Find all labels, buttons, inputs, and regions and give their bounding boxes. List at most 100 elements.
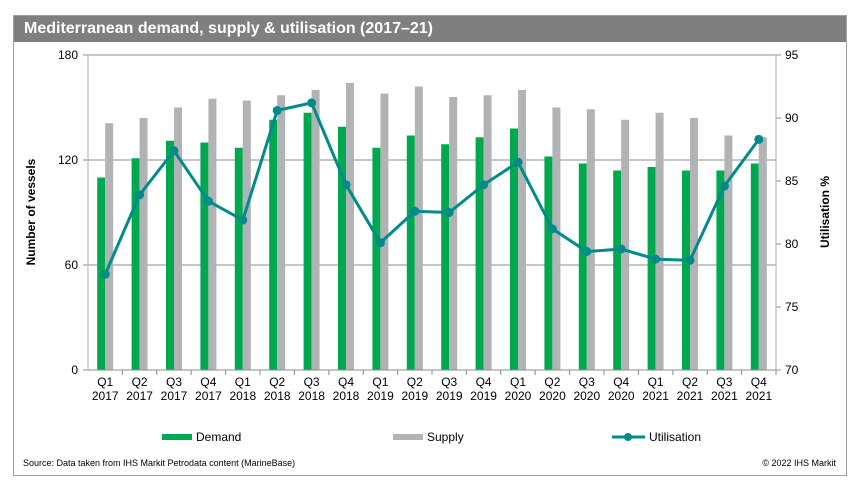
bar-supply	[449, 97, 458, 370]
x-tick-label-year: 2017	[161, 389, 188, 403]
x-tick-label: Q2	[682, 375, 698, 389]
x-tick-label: Q4	[613, 375, 629, 389]
bar-demand	[475, 137, 484, 370]
legend-label-utilisation: Utilisation	[649, 430, 701, 444]
bar-supply	[621, 119, 630, 370]
bar-demand	[338, 126, 346, 370]
bar-demand	[372, 147, 381, 370]
x-tick-label: Q4	[751, 375, 767, 389]
y2-tick-label: 80	[785, 237, 799, 251]
x-tick-label-year: 2020	[573, 389, 600, 403]
bar-demand	[682, 170, 690, 370]
x-tick-label-year: 2017	[126, 389, 153, 403]
source-note: Source: Data taken from IHS Markit Petro…	[23, 458, 295, 468]
x-tick-label-year: 2021	[745, 389, 772, 403]
legend-swatch-supply	[393, 434, 423, 440]
x-tick-label-year: 2017	[92, 389, 119, 403]
x-tick-label: Q2	[544, 375, 560, 389]
x-tick-label-year: 2020	[505, 389, 532, 403]
point-utilisation	[479, 180, 489, 190]
x-tick-label: Q3	[304, 375, 320, 389]
legend-marker-utilisation	[624, 433, 632, 441]
chart-title: Mediterranean demand, supply & utilisati…	[14, 16, 846, 42]
bar-demand	[166, 140, 174, 370]
bar-supply	[311, 90, 320, 370]
x-tick-label-year: 2021	[677, 389, 704, 403]
bar-supply	[518, 90, 526, 370]
bar-demand	[200, 142, 209, 370]
point-utilisation	[444, 208, 454, 217]
x-tick-label: Q4	[476, 375, 492, 389]
y-tick-label: 120	[58, 153, 78, 167]
bar-demand	[131, 158, 140, 370]
bar-supply	[380, 93, 389, 370]
x-tick-label-year: 2019	[436, 389, 463, 403]
x-tick-label-year: 2018	[333, 389, 360, 403]
x-tick-label-year: 2019	[470, 389, 497, 403]
x-tick-label-year: 2017	[195, 389, 222, 403]
bar-demand	[441, 144, 450, 370]
point-utilisation	[651, 254, 661, 264]
bar-supply	[105, 123, 114, 370]
x-tick-label: Q1	[648, 375, 664, 389]
point-utilisation	[754, 134, 764, 144]
bar-supply	[242, 100, 251, 370]
y2-tick-label: 75	[785, 300, 799, 314]
x-tick-label: Q1	[372, 375, 388, 389]
x-tick-label-year: 2020	[539, 389, 566, 403]
x-tick-label-year: 2019	[367, 389, 394, 403]
point-utilisation	[135, 190, 145, 200]
point-utilisation	[410, 206, 420, 216]
bar-demand	[750, 163, 759, 370]
x-tick-label-year: 2021	[711, 389, 738, 403]
point-utilisation	[169, 146, 179, 156]
point-utilisation	[685, 255, 695, 265]
x-tick-label: Q2	[132, 375, 148, 389]
bar-demand	[510, 128, 518, 370]
bar-supply	[586, 109, 595, 370]
bar-supply	[414, 86, 423, 370]
x-tick-label: Q4	[200, 375, 216, 389]
point-utilisation	[513, 157, 523, 167]
x-tick-label: Q2	[407, 375, 423, 389]
x-tick-label: Q1	[510, 375, 526, 389]
y2-axis-label: Utilisation %	[818, 176, 832, 248]
bar-supply	[277, 95, 286, 370]
bar-supply	[346, 83, 354, 370]
bar-demand	[578, 163, 587, 370]
y2-tick-label: 85	[785, 174, 799, 188]
bar-supply	[208, 98, 217, 370]
chart-frame	[13, 15, 847, 476]
x-tick-label: Q4	[338, 375, 354, 389]
x-tick-label: Q2	[269, 375, 285, 389]
x-tick-label: Q1	[235, 375, 251, 389]
legend-swatch-demand	[162, 434, 192, 440]
legend-label-supply: Supply	[427, 430, 464, 444]
line-utilisation	[103, 101, 761, 275]
point-utilisation	[341, 180, 351, 190]
y-axis-label: Number of vessels	[24, 158, 38, 265]
point-utilisation	[203, 196, 213, 206]
y2-tick-label: 95	[785, 48, 799, 62]
bar-supply	[655, 112, 664, 370]
x-tick-label-year: 2020	[608, 389, 635, 403]
bar-demand	[716, 170, 725, 370]
bar-supply	[139, 118, 148, 370]
x-tick-label: Q1	[97, 375, 113, 389]
point-utilisation	[307, 98, 317, 108]
x-tick-label: Q3	[166, 375, 182, 389]
y-tick-label: 180	[58, 48, 78, 62]
y-tick-label: 0	[71, 363, 78, 377]
y-tick-label: 60	[65, 258, 79, 272]
copyright: © 2022 IHS Markit	[762, 458, 836, 468]
x-tick-label: Q3	[579, 375, 595, 389]
bar-supply	[690, 118, 698, 370]
x-tick-label-year: 2018	[264, 389, 291, 403]
x-tick-label-year: 2018	[229, 389, 256, 403]
point-utilisation	[272, 105, 282, 115]
point-utilisation	[100, 269, 110, 279]
x-tick-label: Q3	[441, 375, 457, 389]
x-tick-label-year: 2018	[298, 389, 325, 403]
bar-demand	[234, 147, 243, 370]
